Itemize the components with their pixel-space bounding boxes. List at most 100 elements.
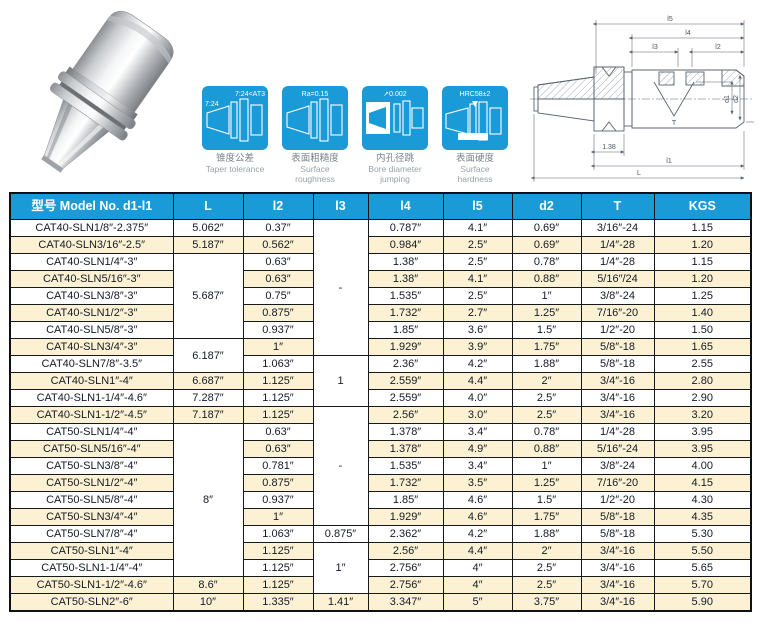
spec-cell: 1.20 <box>653 270 752 288</box>
spec-cell: 1.125″ <box>242 559 314 577</box>
spec-cell: 5.187″ <box>172 236 244 254</box>
spec-cell: 1/4″-28 <box>580 423 655 441</box>
spec-cell: 1.732″ <box>367 474 444 492</box>
spec-cell: 1.25 <box>653 287 752 305</box>
spec-cell: 1.40 <box>653 304 752 322</box>
spec-cell: 7/16″-20 <box>580 304 655 322</box>
spec-cell: 1/2″-20 <box>580 491 655 509</box>
spec-cell: 0.78″ <box>511 423 582 441</box>
spec-cell: 2.559″ <box>367 372 444 390</box>
dim-label-T: T <box>672 120 677 127</box>
spec-cell: 2.559″ <box>367 389 444 407</box>
spec-cell: 0.875″ <box>242 304 314 322</box>
table-row: CAT50-SLN1-1/2″-4.6″ 8.6″ 1.125″ 2.756″ 4″ 2.… <box>9 576 752 594</box>
spec-cell: 1″ <box>242 338 314 356</box>
dim-label-d1: d1 <box>724 95 731 103</box>
bore-jumping-art <box>366 100 424 136</box>
caption-zh: 内孔径跳 <box>375 153 414 164</box>
spec-cell: 0.37″ <box>242 219 314 237</box>
caption-zh: 锥度公差 <box>215 153 254 164</box>
model-cell: CAT50-SLN3/4″-4″ <box>9 508 174 526</box>
table-row: CAT40-SLN1/4″-3″ 5.687″ 0.63″ 1.38″ 2.5″ 0.78… <box>9 253 752 339</box>
spec-cell: 3.347″ <box>367 593 444 612</box>
spec-cell: 2.7″ <box>442 304 513 322</box>
spec-cell: 6.687″ <box>172 372 244 390</box>
spec-cell: 3/16″-24 <box>580 219 655 237</box>
spec-cell: 5.65 <box>653 559 752 577</box>
spec-cell: 0.78″ <box>511 253 582 271</box>
spec-cell: 1.85″ <box>367 491 444 509</box>
spec-cell: 5.70 <box>653 576 752 594</box>
table-row: CAT40-SLN5/16″-3″ 0.63″ 1.38″ 4.1″ 0.88″ 5/16… <box>9 270 752 288</box>
table-row: CAT40-SLN1-1/4″-4.6″ 7.287″ 1.125″ 2.559″ 4.… <box>9 389 752 407</box>
spec-cell: 1.125″ <box>242 576 314 594</box>
table-row: CAT40-SLN1/2″-3″ 0.875″ 1.732″ 2.7″ 1.25″ 7/1… <box>9 304 752 322</box>
spec-cell: 5/16″-24 <box>580 440 655 458</box>
spec-cell: 2.756″ <box>367 559 444 577</box>
product-photo <box>6 0 194 188</box>
spec-cell: 1.5″ <box>511 321 582 339</box>
spec-cell: 5.90 <box>653 593 752 612</box>
spec-cell: 1″ <box>242 508 314 526</box>
spec-cell: 2.5″ <box>511 559 582 577</box>
spec-cell: 2.90 <box>653 389 752 407</box>
spec-cell: 4.6″ <box>442 508 513 526</box>
column-header-4: l4 <box>367 192 444 220</box>
table-row: CAT40-SLN7/8″-3.5″ 1.063″ 1 2.36″ 4.2″ 1.88″ 5… <box>9 355 752 407</box>
model-cell: CAT40-SLN3/4″-3″ <box>9 338 174 356</box>
spec-cell: 0.937″ <box>242 321 314 339</box>
spec-cell: 1.25″ <box>511 304 582 322</box>
spec-cell: 1/4″-28 <box>580 253 655 271</box>
model-cell: CAT50-SLN5/8″-4″ <box>9 491 174 509</box>
spec-cell: 1.535″ <box>367 457 444 475</box>
spec-cell: 1.88″ <box>511 355 582 373</box>
hardness-annotation: HRC58±2 <box>459 91 491 98</box>
spec-cell: 4.00 <box>653 457 752 475</box>
taper-tolerance-art <box>206 98 263 142</box>
column-header-2: l2 <box>242 192 314 220</box>
spec-cell: 0.984″ <box>367 236 444 254</box>
spec-cell: 4.9″ <box>442 440 513 458</box>
spec-cell: 5/8″-18 <box>580 525 655 543</box>
spec-cell: 7.187″ <box>172 406 244 424</box>
model-cell: CAT40-SLN1-1/4″-4.6″ <box>9 389 174 407</box>
dim-label-l1: l1 <box>666 158 672 165</box>
surface-hardness-icon: HRC58±2 <box>442 86 508 150</box>
spec-cell: 1.929″ <box>367 508 444 526</box>
spec-cell: 0.75″ <box>242 287 314 305</box>
dim-label-flange: 1.38 <box>602 144 616 151</box>
model-cell: CAT50-SLN1-1/4″-4″ <box>9 559 174 577</box>
spec-cell: 5/8″-18 <box>580 355 655 373</box>
spec-cell: 1.75″ <box>511 508 582 526</box>
table-row: CAT40-SLN3/4″-3″ 6.187″ 1″ 1.929″ 3.9″ 1.75″ 5… <box>9 338 752 373</box>
spec-tile-bore-jumping: ↗0.002 内孔径跳 Bore diameter jumping <box>362 86 428 184</box>
spec-cell: 10″ <box>172 593 244 612</box>
caption-en: Surface hardness <box>457 164 493 184</box>
technical-drawing: l5 l4 l3 l2 T 1.38 l1 L d1 d2 <box>526 4 756 186</box>
spec-cell: 0.63″ <box>242 440 314 458</box>
spec-cell: 2.80 <box>653 372 752 390</box>
model-cell: CAT40-SLN5/8″-3″ <box>9 321 174 339</box>
spec-cell: 1.732″ <box>367 304 444 322</box>
spec-cell: 2″ <box>511 372 582 390</box>
taper-tolerance-icon: 7:24 7:24<AT3 <box>202 86 268 150</box>
table-row: CAT50-SLN3/4″-4″ 1″ 1.929″ 4.6″ 1.75″ 5/8″-18… <box>9 508 752 526</box>
spec-cell: 1″ <box>511 287 582 305</box>
spec-cell: 2.56″ <box>367 406 444 424</box>
spec-cell: 5.687″ <box>172 253 244 339</box>
spec-cell: 1.125″ <box>242 372 314 390</box>
spec-cell: 0.63″ <box>242 270 314 288</box>
model-cell: CAT50-SLN1″-4″ <box>9 542 174 560</box>
spec-cell: 3/4″-16 <box>580 406 655 424</box>
spec-cell: 3.6″ <box>442 321 513 339</box>
table-row: CAT50-SLN3/8″-4″ 0.781″ 1.535″ 3.4″ 1″ 3/8″-2… <box>9 457 752 475</box>
dim-label-L: L <box>637 170 641 177</box>
spec-cell: 2″ <box>511 542 582 560</box>
caption-zh: 表面粗糙度 <box>291 153 339 164</box>
technical-drawing-art: l5 l4 l3 l2 T 1.38 l1 L d1 d2 <box>530 16 754 182</box>
model-cell: CAT40-SLN1-1/2″-4.5″ <box>9 406 174 424</box>
roughness-annotation: Ra=0.15 <box>301 91 329 98</box>
table-row: CAT40-SLN1/8″-2.375″ 5.062″ 0.37″ -0.787″ 4.… <box>9 219 752 356</box>
